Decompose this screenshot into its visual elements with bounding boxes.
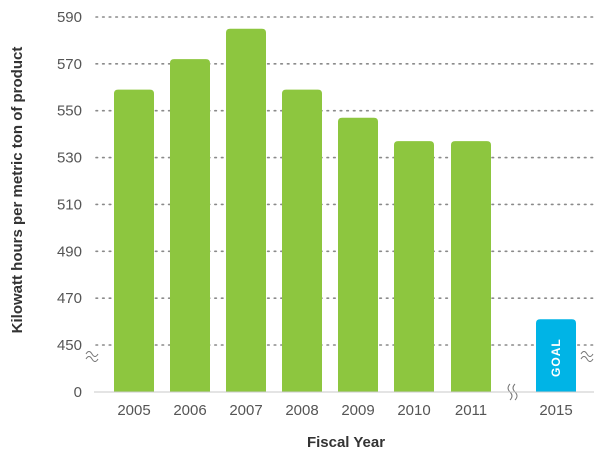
y-tick-label: 550	[57, 103, 82, 120]
y-tick-label: 590	[57, 9, 82, 26]
x-tick-labels: 2005 2006 2007 2008 2009 2010 2011 2015	[117, 402, 572, 419]
y-axis-break-right-icon	[580, 356, 594, 362]
bar-2005	[114, 89, 154, 392]
y-tick-label: 490	[57, 243, 82, 260]
y-tick-label: 510	[57, 196, 82, 213]
bar-2008	[282, 89, 322, 392]
bars: GOAL	[114, 28, 576, 393]
y-axis-title: Kilowatt hours per metric ton of product	[9, 47, 26, 334]
x-tick-label: 2011	[455, 402, 487, 419]
x-tick-label: 2009	[341, 402, 374, 419]
x-tick-label: 2008	[285, 402, 318, 419]
bar-2010	[394, 141, 434, 392]
y-axis-break-right-icon	[580, 351, 594, 357]
x-tick-label: 2015	[539, 402, 572, 419]
bar-2007	[226, 28, 266, 392]
x-axis-title: Fiscal Year	[307, 434, 385, 451]
y-tick-label: 0	[74, 384, 82, 401]
goal-label: GOAL	[549, 338, 563, 377]
y-tick-label: 530	[57, 150, 82, 167]
bar-2011	[451, 141, 491, 392]
y-axis-break-icon	[85, 356, 99, 362]
gridlines	[95, 16, 594, 346]
x-tick-label: 2010	[397, 402, 430, 419]
bar-2006	[170, 59, 210, 393]
x-tick-label: 2006	[173, 402, 206, 419]
bar-2009	[338, 117, 378, 392]
x-tick-label: 2005	[117, 402, 150, 419]
x-tick-label: 2007	[229, 402, 262, 419]
y-tick-label: 450	[57, 337, 82, 354]
y-tick-label: 570	[57, 56, 82, 73]
y-tick-label: 470	[57, 290, 82, 307]
y-axis-break-icon	[85, 351, 99, 357]
y-tick-labels: 0 450 470 490 510 530 550 570 590	[57, 9, 82, 401]
bar-goal-2015	[536, 319, 576, 392]
